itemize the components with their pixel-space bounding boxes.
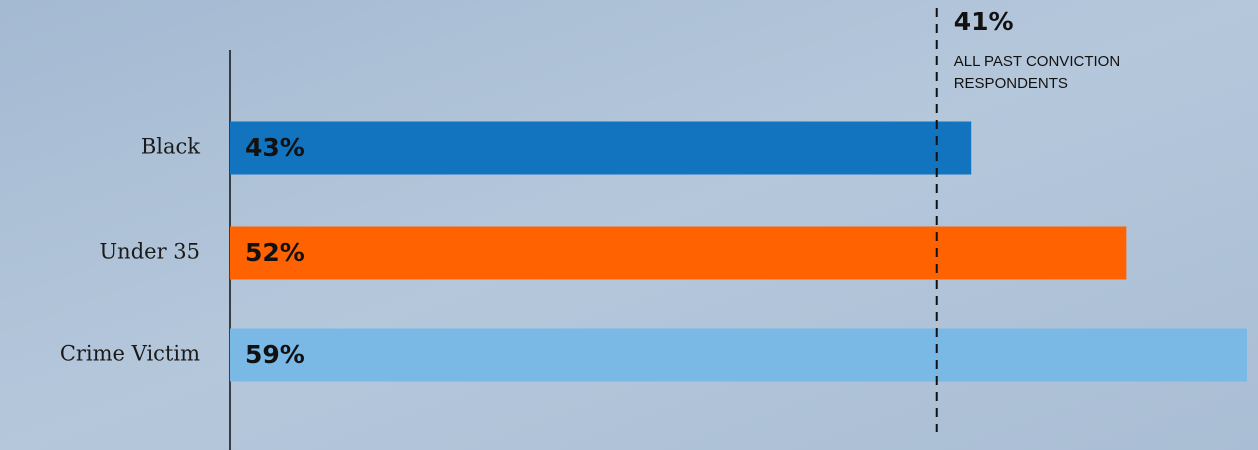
value-label: 59%: [245, 340, 305, 369]
reference-label: 41%: [954, 7, 1014, 36]
bar: [230, 226, 1127, 280]
reference-text: ALL PAST CONVICTION: [954, 53, 1120, 70]
reference-text: RESPONDENTS: [954, 75, 1068, 92]
category-label: Black: [141, 135, 200, 159]
bar: [230, 328, 1247, 382]
category-label: Under 35: [99, 240, 200, 264]
category-label: Crime Victim: [60, 342, 200, 366]
value-label: 43%: [245, 133, 305, 162]
value-label: 52%: [245, 238, 305, 267]
bar: [230, 121, 972, 175]
